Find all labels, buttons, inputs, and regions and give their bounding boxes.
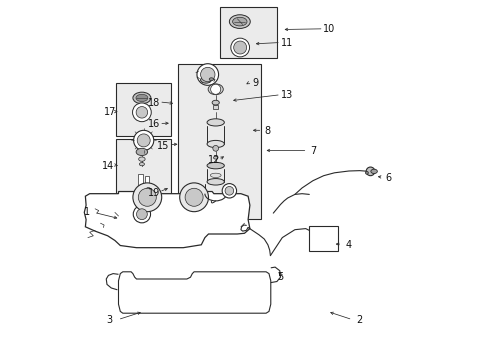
- Text: 17: 17: [104, 107, 117, 117]
- Ellipse shape: [210, 173, 221, 177]
- Bar: [116, 83, 170, 136]
- Text: 15: 15: [157, 141, 169, 151]
- Circle shape: [233, 41, 246, 54]
- Text: 10: 10: [322, 24, 335, 34]
- PathPatch shape: [118, 272, 270, 313]
- Ellipse shape: [212, 100, 219, 105]
- Ellipse shape: [208, 84, 223, 95]
- Circle shape: [132, 103, 151, 122]
- Text: 6: 6: [385, 173, 391, 183]
- Circle shape: [136, 209, 147, 220]
- Circle shape: [137, 134, 150, 147]
- Ellipse shape: [209, 78, 213, 81]
- PathPatch shape: [84, 192, 249, 248]
- Bar: [116, 139, 170, 204]
- Ellipse shape: [229, 15, 250, 28]
- Text: 8: 8: [264, 126, 270, 136]
- Text: 16: 16: [147, 119, 160, 129]
- Circle shape: [224, 186, 233, 195]
- Ellipse shape: [139, 163, 144, 166]
- Circle shape: [133, 130, 153, 150]
- Text: 7: 7: [309, 146, 315, 156]
- Text: 13: 13: [280, 90, 292, 100]
- Ellipse shape: [146, 188, 150, 190]
- Text: 14: 14: [102, 161, 114, 171]
- Bar: [220, 7, 276, 58]
- Bar: [178, 64, 261, 219]
- Bar: [309, 226, 337, 251]
- Bar: [144, 176, 149, 184]
- Circle shape: [366, 167, 374, 176]
- Ellipse shape: [206, 140, 224, 148]
- Ellipse shape: [213, 156, 218, 159]
- Ellipse shape: [133, 92, 151, 104]
- Circle shape: [133, 183, 162, 212]
- Ellipse shape: [206, 162, 224, 169]
- Text: 11: 11: [280, 38, 292, 48]
- Circle shape: [179, 183, 208, 212]
- Text: 4: 4: [345, 240, 351, 250]
- Text: 5: 5: [277, 272, 283, 282]
- Text: 1: 1: [83, 207, 90, 217]
- Ellipse shape: [200, 77, 211, 83]
- Circle shape: [136, 107, 147, 118]
- Circle shape: [212, 145, 218, 151]
- Text: 19: 19: [147, 188, 160, 198]
- Circle shape: [133, 206, 150, 223]
- Circle shape: [138, 188, 156, 206]
- Ellipse shape: [232, 17, 246, 26]
- Circle shape: [365, 171, 367, 174]
- Text: 3: 3: [106, 315, 112, 325]
- Bar: [213, 105, 218, 109]
- Circle shape: [200, 67, 215, 82]
- Circle shape: [230, 38, 249, 57]
- Ellipse shape: [206, 119, 224, 126]
- Text: 12: 12: [207, 155, 220, 165]
- Ellipse shape: [139, 157, 145, 161]
- Circle shape: [185, 188, 203, 206]
- Text: 2: 2: [356, 315, 362, 325]
- Circle shape: [210, 84, 220, 94]
- Circle shape: [222, 184, 236, 198]
- Bar: [137, 174, 143, 186]
- Text: 18: 18: [147, 98, 160, 108]
- Ellipse shape: [136, 148, 147, 156]
- Circle shape: [197, 64, 218, 85]
- Text: 9: 9: [252, 78, 258, 88]
- Ellipse shape: [370, 169, 377, 174]
- Ellipse shape: [136, 94, 147, 102]
- Ellipse shape: [206, 179, 224, 185]
